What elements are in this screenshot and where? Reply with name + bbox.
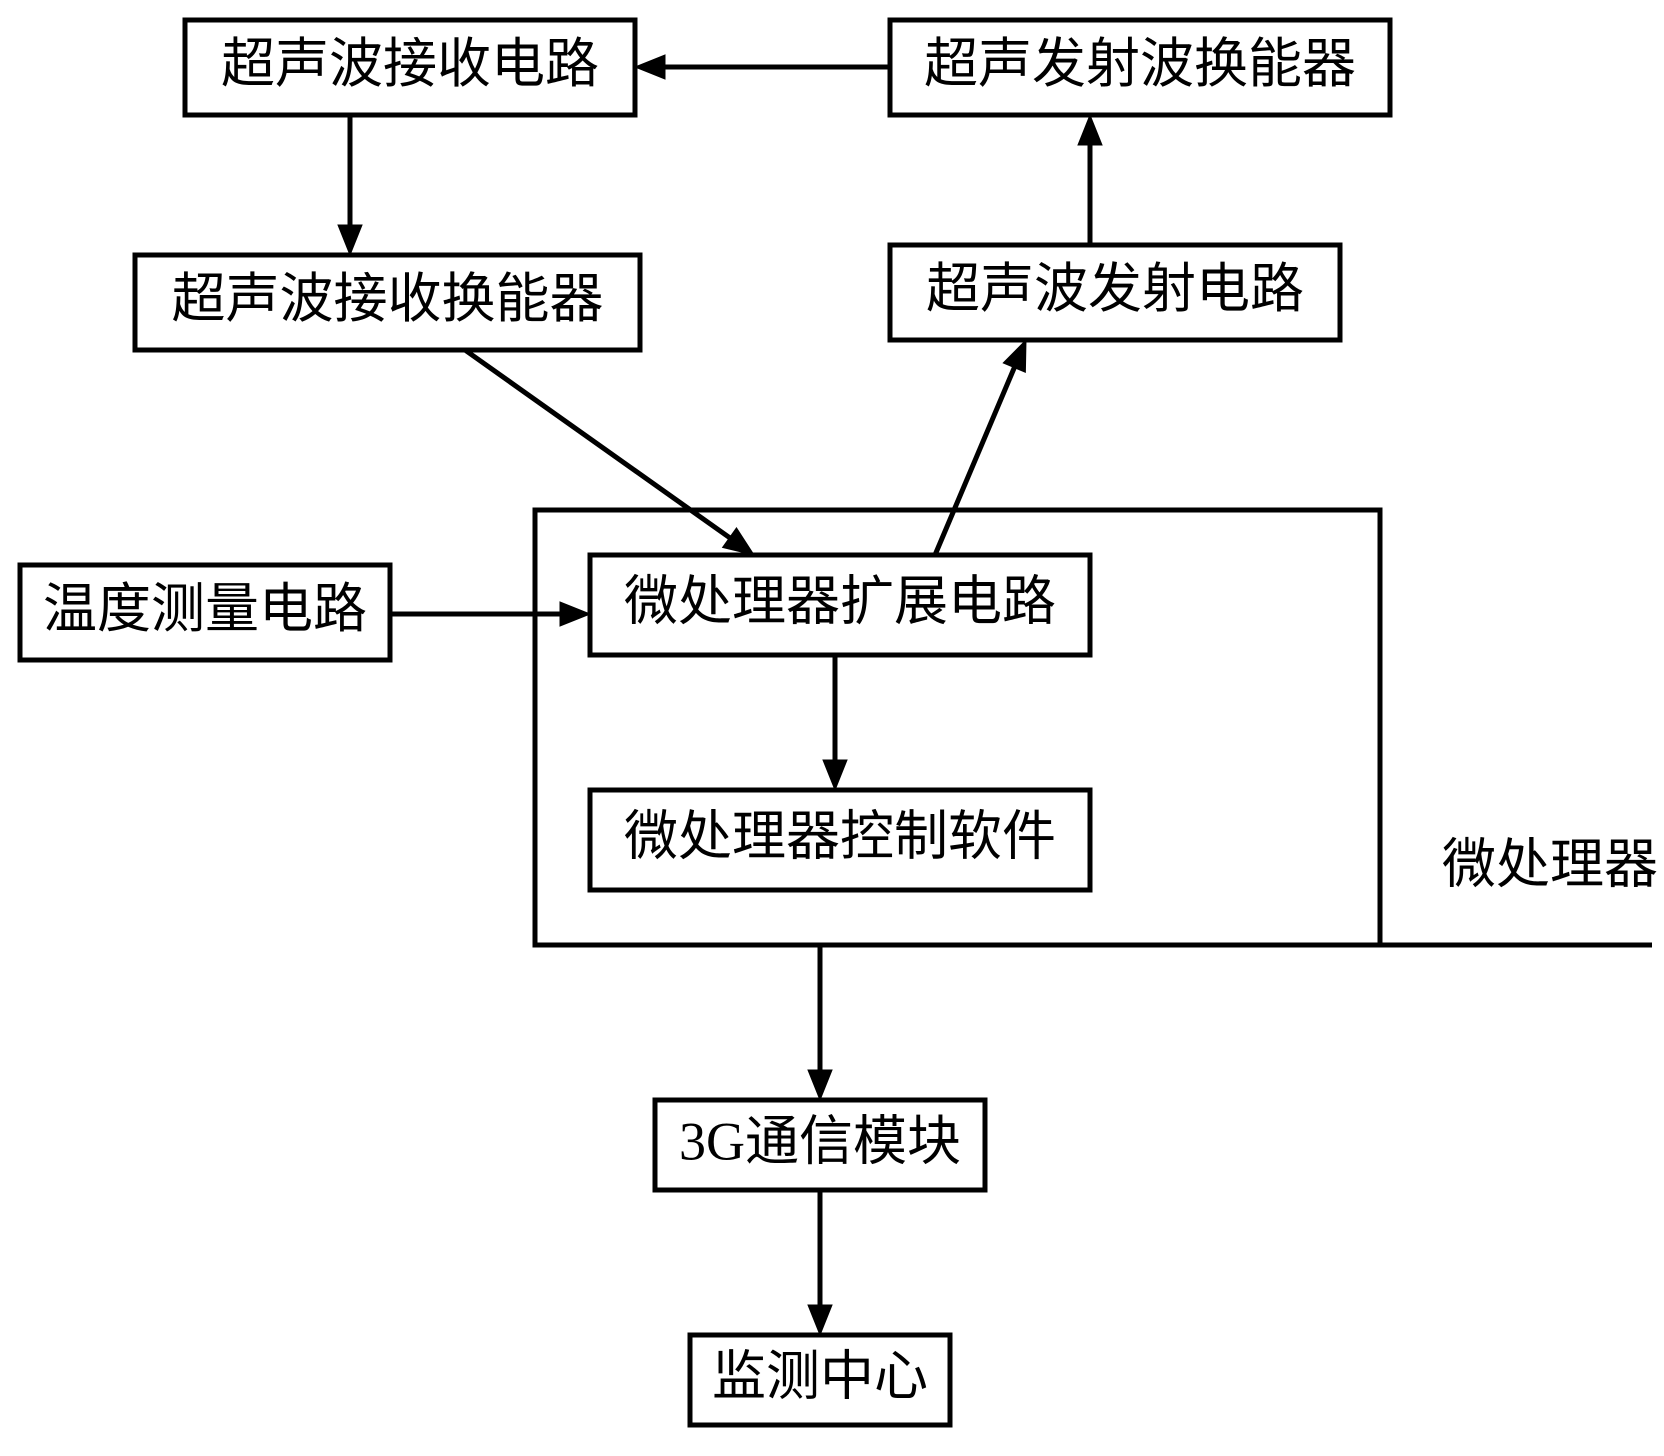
- edge-mcu-to-3g: [808, 945, 832, 1100]
- node-comm3g: 3G通信模块: [655, 1100, 985, 1190]
- edge-tx-transducer-to-rx-circuit: [635, 55, 890, 79]
- node-tx_transducer: 超声发射波换能器: [890, 20, 1390, 115]
- node-label-comm3g: 3G通信模块: [679, 1111, 961, 1171]
- node-tx_circuit: 超声波发射电路: [890, 245, 1340, 340]
- edge-rx-circuit-to-rx-transducer: [338, 115, 362, 255]
- node-center: 监测中心: [690, 1335, 950, 1425]
- node-label-temp: 温度测量电路: [43, 579, 367, 639]
- flowchart: 超声波接收电路超声发射波换能器超声波接收换能器超声波发射电路温度测量电路微处理器…: [0, 0, 1664, 1456]
- node-label-rx_transducer: 超声波接收换能器: [172, 269, 604, 329]
- node-temp: 温度测量电路: [20, 565, 390, 660]
- node-rx_circuit: 超声波接收电路: [185, 20, 635, 115]
- node-label-mcu_ext: 微处理器扩展电路: [624, 571, 1056, 631]
- edge-tx-circuit-to-tx-transducer: [1078, 115, 1102, 245]
- node-mcu_ext: 微处理器扩展电路: [590, 555, 1090, 655]
- mcu-label: 微处理器: [1442, 834, 1658, 894]
- node-label-tx_transducer: 超声发射波换能器: [924, 34, 1356, 94]
- edge-temp-to-mcu-ext: [390, 602, 590, 626]
- node-label-mcu_sw: 微处理器控制软件: [624, 806, 1056, 866]
- node-rx_transducer: 超声波接收换能器: [135, 255, 640, 350]
- node-label-rx_circuit: 超声波接收电路: [221, 34, 599, 94]
- node-mcu_sw: 微处理器控制软件: [590, 790, 1090, 890]
- node-label-tx_circuit: 超声波发射电路: [926, 259, 1304, 319]
- edge-3g-to-center: [808, 1190, 832, 1335]
- node-label-center: 监测中心: [712, 1346, 928, 1406]
